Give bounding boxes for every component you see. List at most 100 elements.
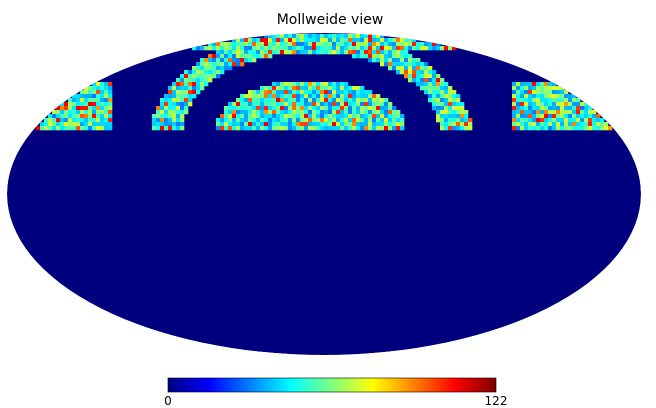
map-cell (240, 102, 245, 107)
map-cell (440, 118, 445, 123)
map-cell (348, 114, 353, 119)
map-cell (308, 122, 313, 127)
map-cell (228, 42, 233, 47)
map-cell (280, 46, 285, 51)
map-cell (588, 126, 593, 131)
map-cell (188, 102, 193, 107)
map-cell (528, 122, 533, 127)
map-cell (96, 90, 101, 95)
map-cell (88, 98, 93, 103)
map-cell (436, 90, 441, 95)
map-cell (400, 70, 405, 75)
map-cell (196, 78, 201, 83)
map-cell (176, 86, 181, 91)
map-cell (332, 122, 337, 127)
map-cell (512, 102, 517, 107)
map-cell (316, 106, 321, 111)
map-cell (592, 126, 597, 131)
map-cell (92, 102, 97, 107)
map-cell (356, 118, 361, 123)
map-cell (336, 98, 341, 103)
map-cell (184, 74, 189, 79)
map-cell (464, 110, 469, 115)
map-cell (520, 126, 525, 131)
map-cell (380, 42, 385, 47)
map-cell (376, 46, 381, 51)
map-cell (244, 126, 249, 131)
map-cell (44, 118, 49, 123)
map-cell (344, 86, 349, 91)
map-cell (264, 86, 269, 91)
map-cell (376, 34, 381, 39)
map-cell (300, 82, 305, 87)
map-cell (392, 58, 397, 63)
map-cell (560, 90, 565, 95)
map-cell (84, 98, 89, 103)
map-cell (400, 66, 405, 71)
map-cell (192, 90, 197, 95)
map-cell (344, 42, 349, 47)
map-cell (312, 50, 317, 55)
map-cell (324, 50, 329, 55)
map-cell (284, 82, 289, 87)
map-cell (268, 90, 273, 95)
map-cell (560, 122, 565, 127)
map-cell (408, 74, 413, 79)
map-cell (328, 82, 333, 87)
map-cell (524, 82, 529, 87)
map-cell (220, 126, 225, 131)
map-cell (580, 110, 585, 115)
map-cell (336, 122, 341, 127)
map-cell (280, 98, 285, 103)
map-cell (248, 106, 253, 111)
map-cell (572, 122, 577, 127)
map-cell (60, 122, 65, 127)
map-cell (436, 78, 441, 83)
map-cell (336, 90, 341, 95)
map-cell (284, 122, 289, 127)
map-cell (240, 50, 245, 55)
map-cell (560, 98, 565, 103)
map-cell (572, 118, 577, 123)
map-cell (96, 110, 101, 115)
map-cell (248, 110, 253, 115)
map-cell (228, 50, 233, 55)
map-cell (568, 110, 573, 115)
map-cell (388, 126, 393, 131)
map-cell (160, 118, 165, 123)
map-cell (404, 54, 409, 59)
map-cell (332, 126, 337, 131)
map-cell (280, 126, 285, 131)
map-cell (440, 106, 445, 111)
map-cell (308, 50, 313, 55)
map-cell (344, 98, 349, 103)
map-cell (568, 118, 573, 123)
map-cell (324, 94, 329, 99)
map-cell (340, 94, 345, 99)
map-cell (372, 114, 377, 119)
map-cell (268, 110, 273, 115)
map-cell (552, 102, 557, 107)
map-cell (212, 54, 217, 59)
map-cell (316, 42, 321, 47)
map-cell (380, 58, 385, 63)
map-cell (264, 54, 269, 59)
map-cell (536, 94, 541, 99)
map-cell (388, 46, 393, 51)
map-cell (548, 110, 553, 115)
map-cell (552, 82, 557, 87)
map-cell (556, 122, 561, 127)
map-cell (248, 50, 253, 55)
map-cell (340, 106, 345, 111)
map-cell (436, 118, 441, 123)
map-cell (272, 50, 277, 55)
map-cell (584, 110, 589, 115)
map-cell (316, 114, 321, 119)
map-cell (452, 102, 457, 107)
map-cell (532, 94, 537, 99)
map-cell (580, 118, 585, 123)
map-cell (408, 78, 413, 83)
map-cell (80, 94, 85, 99)
map-cell (544, 98, 549, 103)
map-cell (312, 46, 317, 51)
